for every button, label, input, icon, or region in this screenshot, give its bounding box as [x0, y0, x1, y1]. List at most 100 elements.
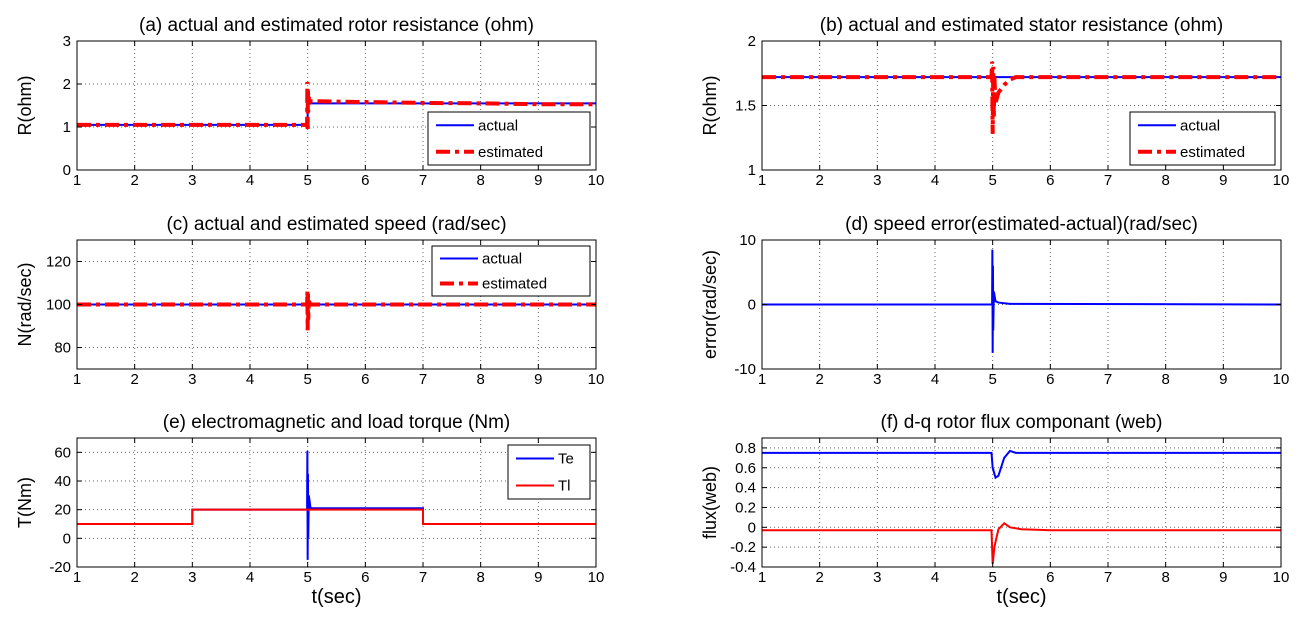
- x-tick-label: 4: [931, 172, 939, 189]
- x-tick-label: 10: [1273, 371, 1290, 388]
- y-tick-label: 0.8: [735, 440, 756, 457]
- x-tick-label: 7: [419, 371, 427, 388]
- y-tick-label: 0.6: [735, 460, 756, 477]
- y-tick-label: 100: [46, 297, 71, 314]
- y-tick-label: 1.5: [735, 98, 756, 115]
- y-tick-label: 40: [54, 473, 71, 490]
- x-tick-label: 8: [476, 172, 484, 189]
- chart-title: (c) actual and estimated speed (rad/sec): [166, 214, 506, 235]
- y-axis-label: error(rad/sec): [700, 250, 720, 359]
- y-tick-label: 3: [63, 33, 71, 50]
- chart-title: (d) speed error(estimated-actual)(rad/se…: [845, 214, 1198, 235]
- legend-label-estimated: estimated: [482, 276, 547, 293]
- x-tick-label: 4: [246, 371, 254, 388]
- series-line-s1: [762, 522, 1281, 565]
- x-tick-label: 1: [758, 371, 766, 388]
- x-tick-label: 2: [130, 172, 138, 189]
- x-tick-label: 9: [1219, 371, 1227, 388]
- x-tick-label: 9: [534, 371, 542, 388]
- y-tick-label: 1: [748, 162, 756, 179]
- x-tick-label: 1: [73, 569, 81, 586]
- legend-label-actual: actual: [1180, 117, 1220, 134]
- x-tick-label: 3: [188, 371, 196, 388]
- x-tick-label: 2: [815, 371, 823, 388]
- y-tick-label: 0: [63, 162, 71, 179]
- x-tick-label: 10: [588, 569, 605, 586]
- x-tick-label: 7: [1104, 371, 1112, 388]
- x-tick-label: 7: [1104, 569, 1112, 586]
- legend: actual estimated: [427, 111, 591, 166]
- legend-box: [427, 111, 591, 166]
- chart-title: (a) actual and estimated rotor resistanc…: [139, 15, 534, 36]
- x-tick-label: 6: [1046, 371, 1054, 388]
- x-tick-label: 8: [1161, 172, 1169, 189]
- x-tick-label: 5: [988, 371, 996, 388]
- chart-title: (e) electromagnetic and load torque (Nm): [163, 412, 510, 433]
- x-tick-label: 9: [534, 569, 542, 586]
- y-tick-label: 10: [739, 232, 756, 249]
- y-tick-label: 2: [748, 33, 756, 50]
- x-tick-label: 2: [815, 569, 823, 586]
- chart-title: (f) d-q rotor flux componant (web): [881, 412, 1163, 433]
- x-tick-label: 7: [419, 172, 427, 189]
- x-tick-label: 5: [303, 172, 311, 189]
- x-tick-label: 3: [873, 371, 881, 388]
- y-axis-label: N(rad/sec): [15, 262, 35, 346]
- y-tick-label: 60: [54, 444, 71, 461]
- y-axis-label: T(Nm): [15, 477, 35, 528]
- x-tick-label: 10: [588, 371, 605, 388]
- x-tick-label: 7: [1104, 172, 1112, 189]
- x-tick-label: 10: [588, 172, 605, 189]
- x-tick-label: 6: [361, 172, 369, 189]
- x-tick-label: 4: [246, 569, 254, 586]
- x-tick-label: 6: [1046, 569, 1054, 586]
- y-tick-label: 120: [46, 254, 71, 271]
- panel-b: 1 2 3 4 5 6 7 8 9 10 1 1.5 2 (b) actual and estimated…: [700, 15, 1289, 189]
- series-line-tl: [77, 508, 596, 525]
- x-tick-label: 2: [130, 569, 138, 586]
- panel-d: 1 2 3 4 5 6 7 8 9 10 -10 0 10 (d) speed error(estimat…: [700, 214, 1289, 388]
- y-tick-label: 0: [63, 530, 71, 547]
- x-tick-label: 3: [188, 569, 196, 586]
- x-tick-label: 6: [1046, 172, 1054, 189]
- series-line-estimated: [762, 61, 1281, 134]
- legend-box: [431, 245, 591, 297]
- x-tick-label: 3: [873, 172, 881, 189]
- series-line-s0: [762, 449, 1281, 480]
- series-line-s0: [762, 249, 1281, 353]
- x-tick-label: 3: [873, 569, 881, 586]
- panel-f: 1 2 3 4 5 6 7 8 9 10 -0.4 -0.2 0 0.2 0.4 0.6 0.8 (f) d-q …: [700, 412, 1289, 608]
- y-tick-label: 20: [54, 502, 71, 519]
- x-tick-label: 8: [476, 371, 484, 388]
- y-tick-label: -0.2: [730, 539, 756, 556]
- x-tick-label: 10: [1273, 172, 1290, 189]
- y-tick-label: 1: [63, 119, 71, 136]
- x-tick-label: 1: [73, 172, 81, 189]
- y-tick-label: -20: [49, 559, 71, 576]
- x-tick-label: 4: [931, 569, 939, 586]
- axes-frame: [76, 437, 597, 568]
- x-tick-label: 3: [188, 172, 196, 189]
- x-tick-label: 1: [758, 172, 766, 189]
- y-tick-label: 0: [748, 519, 756, 536]
- x-axis-label: t(sec): [997, 586, 1047, 608]
- legend-label-actual: actual: [478, 117, 518, 134]
- legend: actual estimated: [1129, 111, 1276, 166]
- x-tick-label: 2: [815, 172, 823, 189]
- axes-frame: [76, 40, 597, 171]
- chart-title: (b) actual and estimated stator resistan…: [820, 15, 1223, 36]
- legend-label-tl: Tl: [558, 478, 571, 495]
- y-tick-label: 0.4: [735, 480, 756, 497]
- x-tick-label: 8: [1161, 569, 1169, 586]
- y-tick-label: -10: [734, 361, 756, 378]
- plot-area: [762, 438, 1281, 567]
- y-tick-label: 0: [748, 297, 756, 314]
- x-tick-label: 2: [130, 371, 138, 388]
- x-tick-label: 5: [988, 569, 996, 586]
- x-tick-label: 6: [361, 569, 369, 586]
- x-tick-label: 9: [1219, 569, 1227, 586]
- y-tick-label: -0.4: [730, 559, 756, 576]
- x-tick-label: 1: [73, 371, 81, 388]
